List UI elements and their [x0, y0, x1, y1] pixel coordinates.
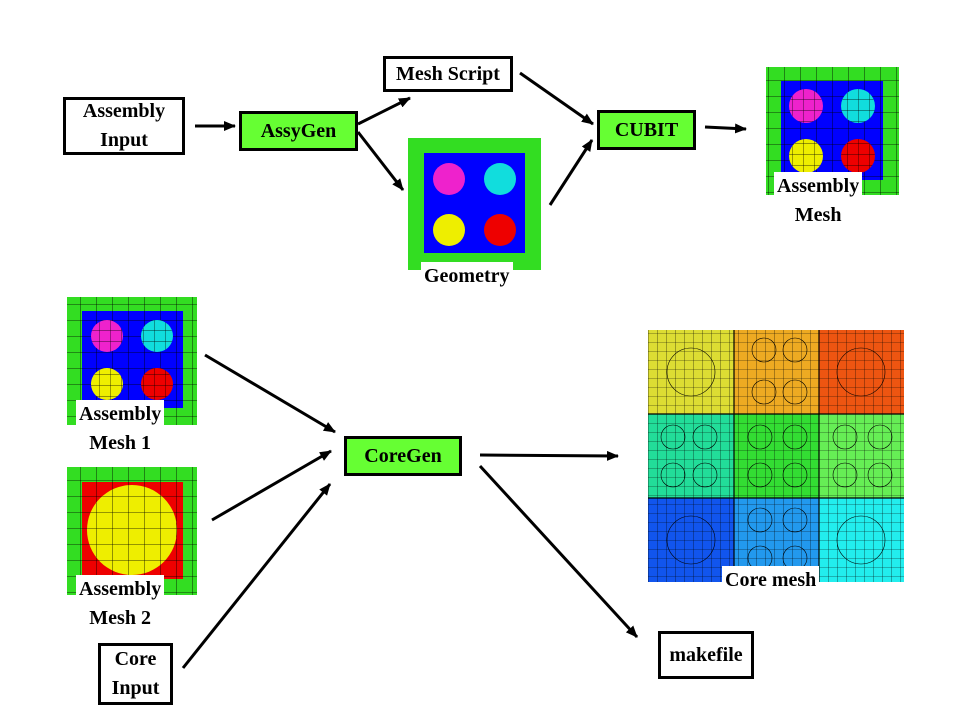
cubit-box: CUBIT	[597, 110, 696, 150]
assygen-box: AssyGen	[239, 111, 358, 151]
coregen-box: CoreGen	[344, 436, 462, 476]
core-mesh-label: Core mesh	[722, 566, 820, 595]
pin-red	[484, 214, 516, 246]
assembly-mesh-2-label: Assembly Mesh 2	[76, 575, 165, 633]
arrow-assygen-to-mesh-script	[357, 96, 411, 126]
arrow-mesh1-to-coregen	[204, 353, 336, 434]
assembly-mesh-1-label: Assembly Mesh 1	[76, 400, 165, 458]
makefile-box: makefile	[658, 631, 754, 679]
arrow-assygen-to-geometry	[356, 131, 405, 191]
core-input-box: Core Input	[98, 643, 173, 705]
arrow-core-input-to-coregen	[181, 483, 332, 669]
pin-magenta	[433, 163, 465, 195]
mesh-script-box: Mesh Script	[383, 56, 513, 92]
arrow-mesh-script-to-cubit	[519, 71, 594, 126]
arrows	[181, 71, 747, 669]
arrow-mesh2-to-coregen	[211, 449, 332, 522]
pin-yellow	[433, 214, 465, 246]
arrow-coregen-to-makefile	[478, 464, 639, 639]
arrow-cubit-to-assembly-mesh	[704, 123, 747, 134]
arrow-geometry-to-cubit	[548, 139, 594, 206]
pin-cyan	[484, 163, 516, 195]
assembly-mesh-2-image	[67, 467, 197, 595]
assembly-input-box: Assembly Input	[63, 97, 185, 155]
geometry-image	[408, 138, 541, 270]
assembly-mesh-label: Assembly Mesh	[774, 172, 863, 230]
core-mesh-image	[648, 330, 904, 582]
geometry-label: Geometry	[421, 262, 513, 291]
arrow-coregen-to-core-mesh	[479, 450, 619, 461]
